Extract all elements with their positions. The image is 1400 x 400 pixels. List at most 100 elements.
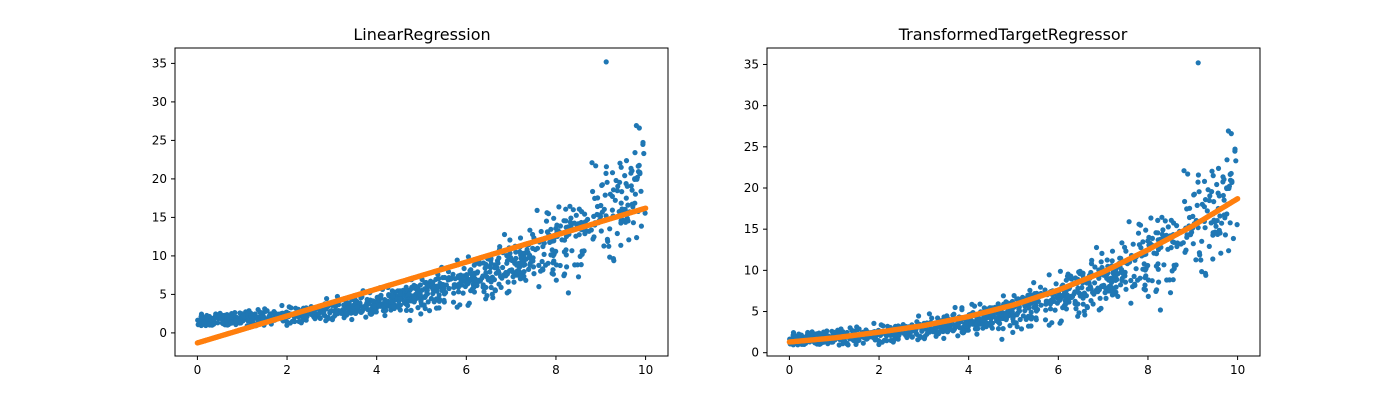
scatter-point: [1082, 312, 1088, 318]
scatter-point: [1026, 305, 1032, 311]
scatter-point: [617, 160, 623, 166]
scatter-point: [856, 326, 862, 332]
scatter-point: [1209, 168, 1215, 174]
scatter-point: [607, 226, 613, 232]
scatter-point: [593, 163, 599, 169]
scatter-point: [510, 273, 517, 279]
scatter-point: [980, 316, 986, 323]
scatter-point: [964, 327, 970, 333]
scatter-point: [391, 303, 397, 310]
scatter-point: [936, 329, 942, 335]
scatter-point: [484, 293, 490, 299]
scatter-point: [424, 287, 430, 293]
scatter-point: [232, 310, 238, 316]
scatter-point: [872, 337, 878, 343]
scatter-point: [406, 291, 412, 297]
scatter-point: [317, 315, 323, 321]
scatter-point: [434, 288, 440, 294]
scatter-point: [332, 312, 338, 319]
scatter-point: [1224, 157, 1230, 163]
scatter-point: [1072, 301, 1078, 307]
scatter-point: [1201, 204, 1207, 210]
scatter-point: [620, 217, 626, 223]
scatter-point: [1220, 179, 1226, 185]
scatter-point: [1122, 244, 1128, 250]
scatter-point: [397, 295, 403, 301]
scatter-point: [602, 192, 608, 198]
scatter-point: [364, 296, 370, 303]
scatter-point: [1000, 293, 1007, 299]
scatter-point: [323, 318, 329, 324]
scatter-point: [1209, 189, 1215, 195]
scatter-point: [1137, 275, 1143, 281]
scatter-point: [467, 268, 473, 274]
scatter-point: [585, 216, 591, 222]
scatter-point: [629, 201, 635, 207]
scatter-point: [1196, 189, 1202, 195]
scatter-point: [1084, 304, 1090, 310]
scatter-point: [1015, 310, 1021, 316]
scatter-point: [504, 260, 510, 266]
scatter-point: [1063, 277, 1069, 283]
scatter-point: [1211, 199, 1217, 205]
scatter-point: [1145, 262, 1151, 269]
scatter-point: [567, 203, 573, 209]
scatter-point: [634, 174, 641, 180]
scatter-point: [949, 327, 955, 333]
scatter-point: [1212, 229, 1218, 235]
scatter-point: [1142, 267, 1148, 273]
scatter-point: [1165, 246, 1171, 252]
y-tick-label: 25: [152, 133, 167, 147]
scatter-point: [545, 260, 551, 266]
scatter-point: [1170, 277, 1176, 283]
scatter-point: [1208, 220, 1214, 226]
scatter-point: [904, 334, 910, 341]
scatter-point: [563, 206, 569, 212]
scatter-point: [333, 308, 339, 315]
scatter-point: [582, 231, 588, 237]
scatter-point: [527, 262, 533, 268]
scatter-point: [1206, 197, 1212, 204]
scatter-point: [967, 320, 973, 326]
y-tick-label: 15: [152, 210, 167, 224]
y-tick-label: 10: [152, 249, 167, 263]
scatter-point: [354, 304, 360, 310]
scatter-point: [541, 240, 547, 246]
x-tick-label: 10: [1230, 363, 1245, 377]
scatter-point: [1168, 217, 1174, 223]
scatter-point: [1232, 148, 1238, 154]
x-tick-label: 6: [462, 363, 470, 377]
scatter-point: [557, 262, 563, 269]
scatter-point: [1219, 220, 1225, 226]
scatter-point: [1184, 206, 1190, 212]
scatter-point: [816, 341, 823, 347]
x-tick-label: 8: [552, 363, 560, 377]
scatter-point: [216, 312, 222, 318]
scatter-point: [1142, 282, 1148, 288]
scatter-point: [638, 223, 645, 229]
scatter-point: [348, 310, 354, 316]
y-tick-label: 30: [152, 95, 167, 109]
x-tick-label: 0: [786, 363, 794, 377]
scatter-point: [390, 293, 396, 299]
scatter-point: [1170, 239, 1176, 245]
y-tick-label: 20: [744, 181, 759, 195]
scatter-point: [518, 273, 524, 279]
scatter-point: [638, 188, 644, 194]
scatter-point: [1085, 286, 1091, 292]
scatter-point: [1073, 306, 1079, 312]
scatter-point: [341, 302, 347, 308]
scatter-point: [516, 269, 523, 275]
scatter-point: [612, 197, 618, 203]
scatter-point: [513, 249, 519, 255]
scatter-point: [1102, 289, 1109, 295]
scatter-point: [224, 314, 230, 320]
scatter-point: [357, 308, 363, 314]
scatter-point: [531, 271, 537, 277]
scatter-point: [512, 257, 518, 263]
prediction-points: [194, 205, 649, 346]
scatter-point: [426, 308, 433, 314]
scatter-point: [1161, 262, 1167, 268]
scatter-point: [1195, 172, 1201, 178]
scatter-point: [916, 313, 922, 319]
